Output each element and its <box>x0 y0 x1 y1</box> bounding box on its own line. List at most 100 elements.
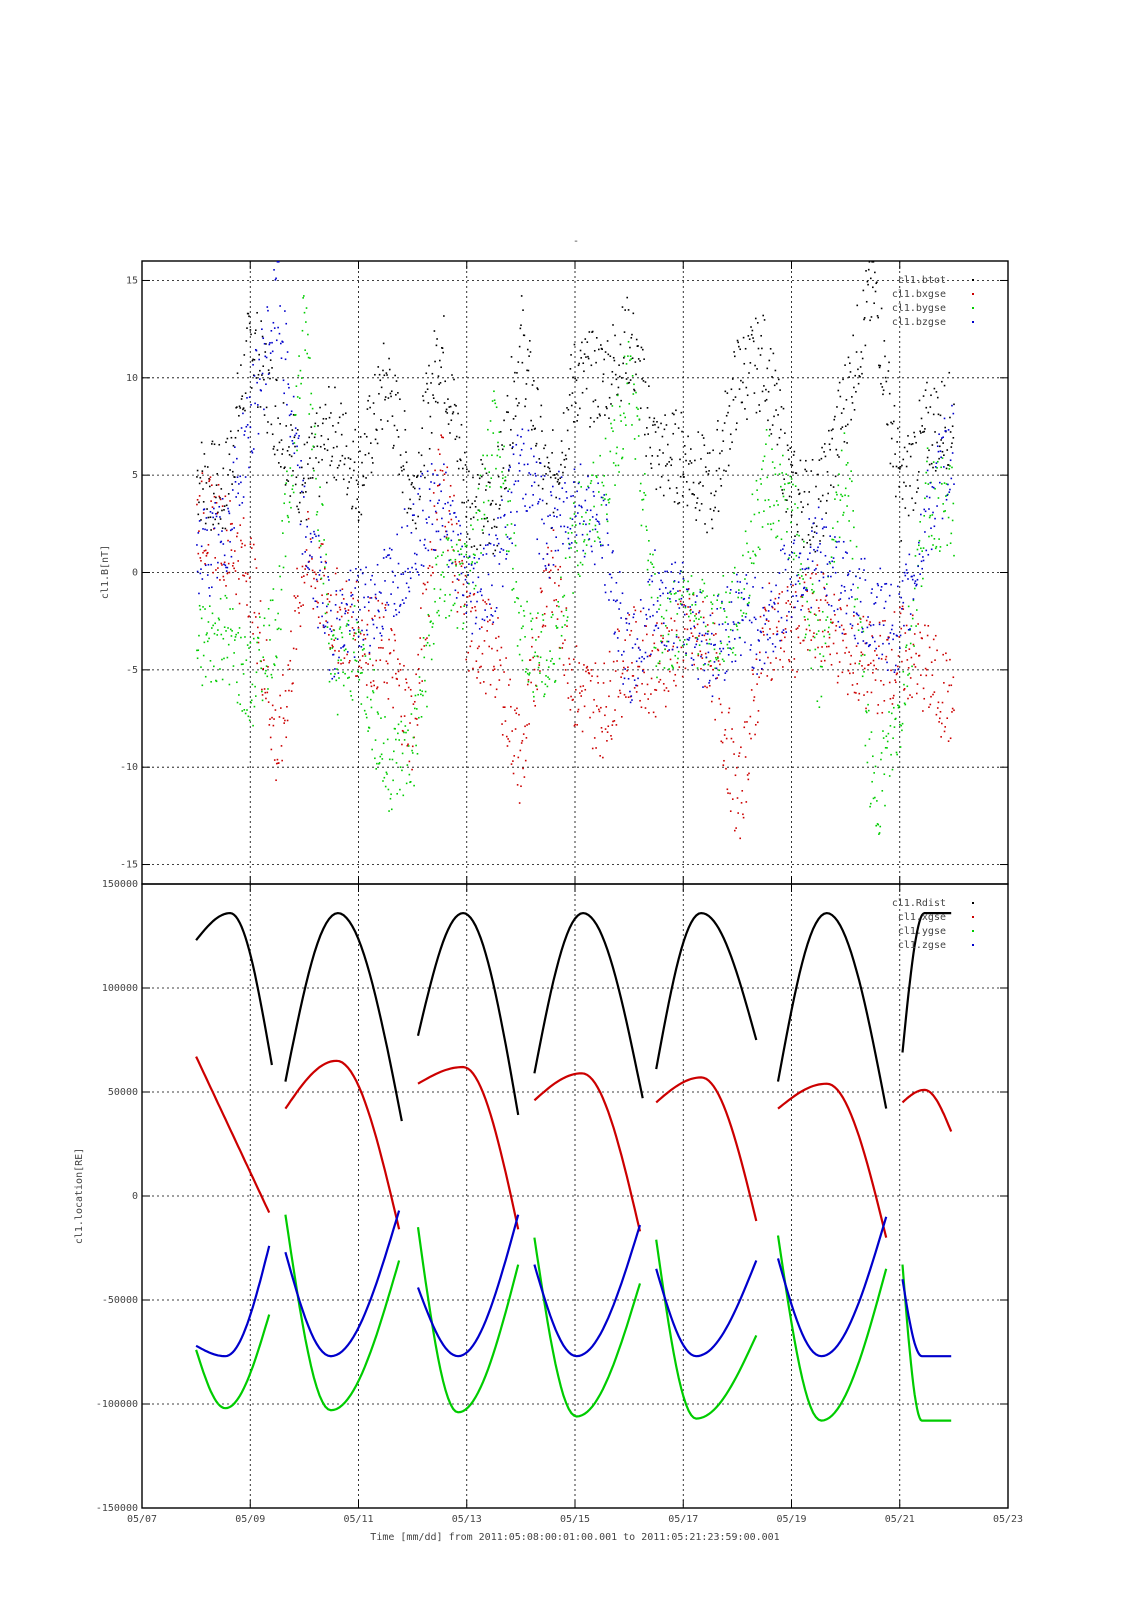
data-point <box>801 568 804 570</box>
data-point <box>657 627 660 629</box>
data-point <box>738 592 740 594</box>
data-point <box>282 566 285 569</box>
data-point <box>432 622 434 625</box>
data-point <box>477 487 480 490</box>
data-point <box>782 632 785 635</box>
data-point <box>853 611 855 614</box>
data-point <box>880 586 883 588</box>
data-point <box>810 667 813 670</box>
data-point <box>394 639 396 642</box>
data-point <box>295 432 298 435</box>
data-point <box>262 667 265 670</box>
data-point <box>455 522 458 525</box>
data-point <box>912 598 915 600</box>
data-point <box>524 725 526 728</box>
data-point <box>296 429 299 431</box>
data-point <box>457 467 460 470</box>
data-point <box>288 501 291 504</box>
data-point <box>562 542 564 545</box>
data-point <box>641 378 643 380</box>
data-point <box>357 599 359 602</box>
data-point <box>198 482 201 485</box>
data-point <box>742 336 745 339</box>
data-point <box>267 665 269 668</box>
data-point <box>608 695 610 698</box>
data-point <box>357 628 360 631</box>
data-point <box>615 378 618 381</box>
data-point <box>725 470 727 472</box>
data-point <box>915 625 917 627</box>
data-point <box>471 561 474 563</box>
data-point <box>397 436 400 438</box>
data-point <box>485 544 487 547</box>
data-point <box>434 400 437 403</box>
data-point <box>743 597 746 600</box>
data-point <box>290 413 292 416</box>
data-point <box>892 465 894 468</box>
data-point <box>639 699 641 702</box>
x-tick-labels: 05/07 05/09 05/11 05/13 05/15 05/17 05/19 05/21… <box>127 1514 1023 1525</box>
data-point <box>558 470 560 473</box>
data-point <box>575 534 578 536</box>
data-point <box>867 709 870 712</box>
data-point <box>695 519 698 521</box>
data-point <box>372 680 375 682</box>
data-point <box>752 337 754 339</box>
data-point <box>750 333 753 336</box>
data-point <box>610 422 612 425</box>
data-point <box>259 600 262 602</box>
data-point <box>358 678 361 681</box>
data-point <box>791 669 794 671</box>
data-point <box>382 369 384 372</box>
data-point <box>678 666 681 668</box>
data-point <box>558 657 561 660</box>
data-point <box>672 432 675 435</box>
data-point <box>895 664 897 667</box>
data-point <box>196 544 198 546</box>
data-point <box>216 634 219 636</box>
data-point <box>690 612 692 615</box>
data-point <box>645 625 647 627</box>
data-point <box>873 302 875 305</box>
data-point <box>334 637 337 640</box>
data-point <box>746 582 748 585</box>
data-point <box>246 327 248 329</box>
data-point <box>514 709 516 712</box>
data-point <box>284 493 286 495</box>
data-point <box>205 517 208 519</box>
data-point <box>916 548 919 551</box>
data-point <box>629 690 631 693</box>
data-point <box>612 462 615 464</box>
data-point <box>617 695 620 698</box>
data-point <box>907 514 910 517</box>
data-point <box>293 452 296 455</box>
data-point <box>277 762 280 764</box>
data-point <box>266 675 269 678</box>
data-point <box>464 578 467 581</box>
data-point <box>908 672 911 675</box>
data-point <box>667 597 669 600</box>
data-point <box>260 667 262 670</box>
data-point <box>551 556 554 559</box>
data-point <box>924 428 926 430</box>
data-point <box>386 662 389 665</box>
data-point <box>678 598 681 601</box>
data-point <box>687 463 690 465</box>
data-point <box>935 462 938 464</box>
data-point <box>361 461 363 464</box>
data-point <box>462 622 465 624</box>
data-point <box>574 377 576 380</box>
series-line-segment <box>195 1314 271 1410</box>
data-point <box>240 663 243 666</box>
data-point <box>652 566 655 569</box>
data-point <box>587 486 590 489</box>
data-point <box>832 557 835 559</box>
data-point <box>798 556 800 559</box>
data-point <box>341 636 344 639</box>
data-point <box>408 590 411 593</box>
data-point <box>214 502 216 504</box>
data-point <box>439 469 442 472</box>
data-point <box>841 632 844 635</box>
data-point <box>618 571 621 573</box>
data-point <box>627 696 630 699</box>
